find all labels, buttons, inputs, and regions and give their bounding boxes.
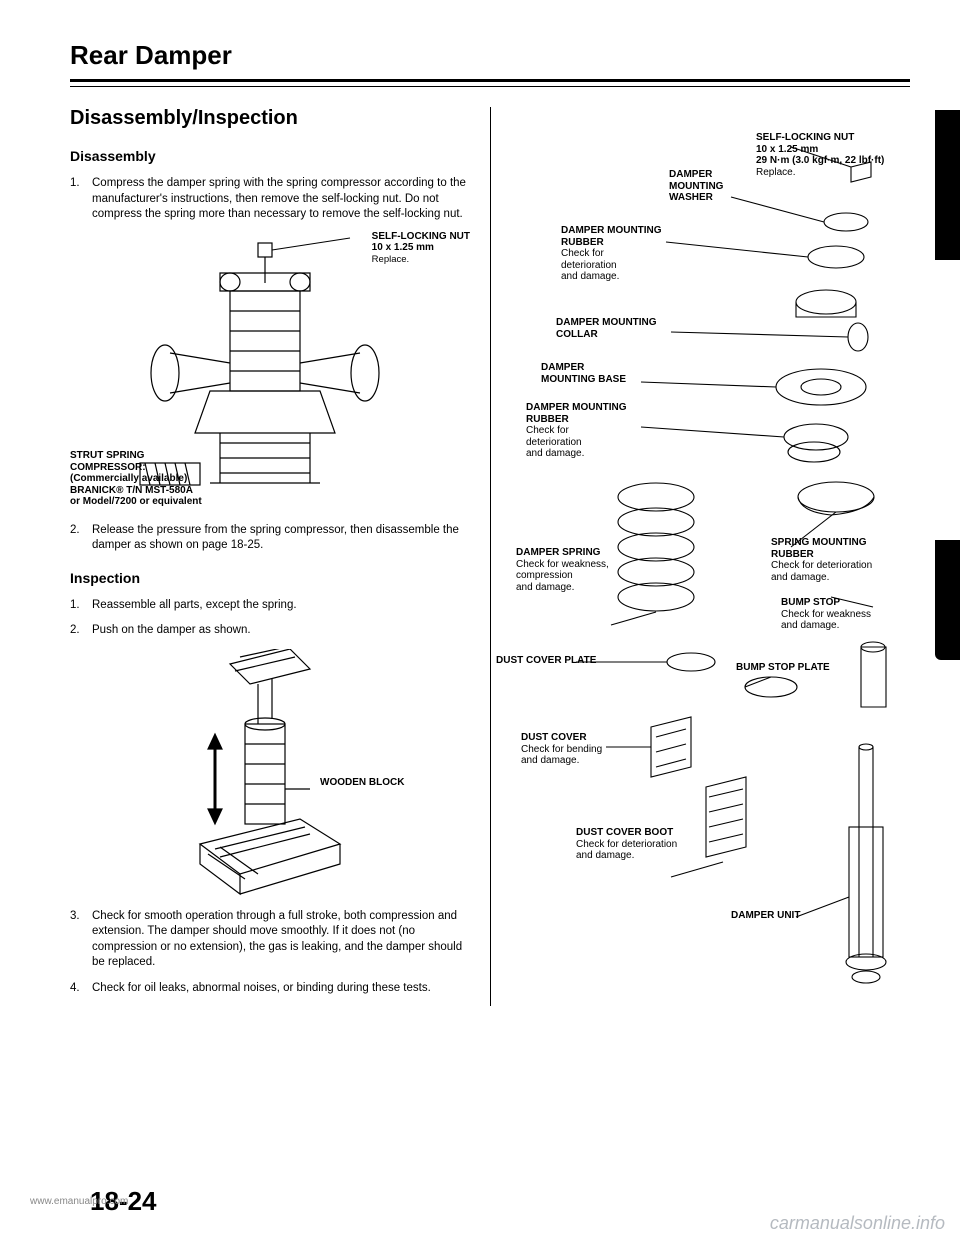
section-title: Disassembly/Inspection xyxy=(70,107,470,130)
label: WOODEN BLOCK xyxy=(320,777,404,788)
callout-strut-compressor: STRUT SPRING COMPRESSOR: (Commercially a… xyxy=(70,450,202,508)
lbl-damper-spring: DAMPER SPRING Check for weakness, compre… xyxy=(516,547,609,593)
step-text: Push on the damper as shown. xyxy=(70,623,470,639)
step-text: Check for smooth operation through a ful… xyxy=(70,909,470,971)
step-text: Compress the damper spring with the spri… xyxy=(70,176,470,223)
lbl-damper-unit: DAMPER UNIT xyxy=(731,910,800,922)
lbl-dust-cover: DUST COVER Check for bending and damage. xyxy=(521,732,602,767)
lbl-mounting-base: DAMPER MOUNTING BASE xyxy=(541,362,626,385)
lbl-dust-cover-plate: DUST COVER PLATE xyxy=(496,655,596,667)
watermark-right: carmanualsonline.info xyxy=(770,1213,945,1234)
lbl-spring-mounting-rubber: SPRING MOUNTING RUBBER Check for deterio… xyxy=(771,537,872,583)
lbl-self-locking-nut: SELF-LOCKING NUT 10 x 1.25 mm 29 N·m (3.… xyxy=(756,132,884,178)
label: STRUT SPRING COMPRESSOR: xyxy=(70,450,146,473)
right-column: SELF-LOCKING NUT 10 x 1.25 mm 29 N·m (3.… xyxy=(490,107,910,1006)
inspection-diagram-svg xyxy=(120,649,420,899)
step-text: Check for oil leaks, abnormal noises, or… xyxy=(70,981,470,997)
disassembly-steps: Compress the damper spring with the spri… xyxy=(70,176,470,223)
disassembly-heading: Disassembly xyxy=(70,148,470,164)
watermark-left: www.emanualpro.com xyxy=(30,1196,128,1207)
content-columns: Disassembly/Inspection Disassembly Compr… xyxy=(70,107,910,1006)
step-text: Release the pressure from the spring com… xyxy=(70,523,470,554)
lbl-mounting-rubber-lower: DAMPER MOUNTING RUBBER Check for deterio… xyxy=(526,402,627,460)
callout-self-locking-nut: SELF-LOCKING NUT 10 x 1.25 mm Replace. xyxy=(372,231,470,266)
inspection-heading: Inspection xyxy=(70,570,470,586)
rule-thin xyxy=(70,86,910,87)
lbl-mounting-collar: DAMPER MOUNTING COLLAR xyxy=(556,317,657,340)
label: SELF-LOCKING NUT xyxy=(372,231,470,242)
step-text: Reassemble all parts, except the spring. xyxy=(70,598,470,614)
figure-compressor: SELF-LOCKING NUT 10 x 1.25 mm Replace. S… xyxy=(70,233,470,513)
inspection-steps-a: Reassemble all parts, except the spring.… xyxy=(70,598,470,639)
lbl-mounting-washer: DAMPER MOUNTING WASHER xyxy=(669,169,723,204)
figure-inspection: WOODEN BLOCK xyxy=(70,649,470,899)
manual-page: Rear Damper Disassembly/Inspection Disas… xyxy=(0,0,960,1242)
left-column: Disassembly/Inspection Disassembly Compr… xyxy=(70,107,470,1006)
callout-wooden-block: WOODEN BLOCK xyxy=(320,777,404,789)
label-replace: Replace. xyxy=(372,254,410,265)
lbl-mounting-rubber-upper: DAMPER MOUNTING RUBBER Check for deterio… xyxy=(561,225,662,283)
lbl-dust-cover-boot: DUST COVER BOOT Check for deterioration … xyxy=(576,827,677,862)
lbl-bump-stop: BUMP STOP Check for weakness and damage. xyxy=(781,597,871,632)
rule-thick xyxy=(70,79,910,82)
label-size: 10 x 1.25 mm xyxy=(372,242,434,253)
lbl-bump-stop-plate: BUMP STOP PLATE xyxy=(736,662,830,674)
disassembly-steps-2: Release the pressure from the spring com… xyxy=(70,523,470,554)
inspection-steps-b: Check for smooth operation through a ful… xyxy=(70,909,470,997)
label-sub: (Commercially available) BRANICK® T/N MS… xyxy=(70,473,202,507)
page-title: Rear Damper xyxy=(70,40,910,71)
